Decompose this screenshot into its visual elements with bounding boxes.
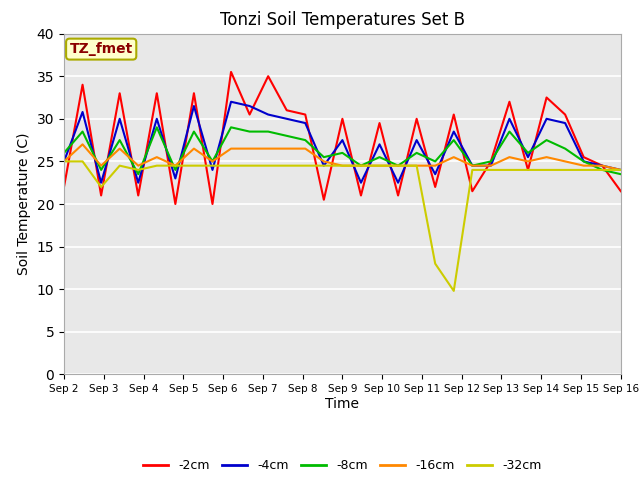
Title: Tonzi Soil Temperatures Set B: Tonzi Soil Temperatures Set B (220, 11, 465, 29)
Text: TZ_fmet: TZ_fmet (70, 42, 133, 56)
Y-axis label: Soil Temperature (C): Soil Temperature (C) (17, 133, 31, 275)
X-axis label: Time: Time (325, 397, 360, 411)
Legend: -2cm, -4cm, -8cm, -16cm, -32cm: -2cm, -4cm, -8cm, -16cm, -32cm (138, 454, 547, 477)
